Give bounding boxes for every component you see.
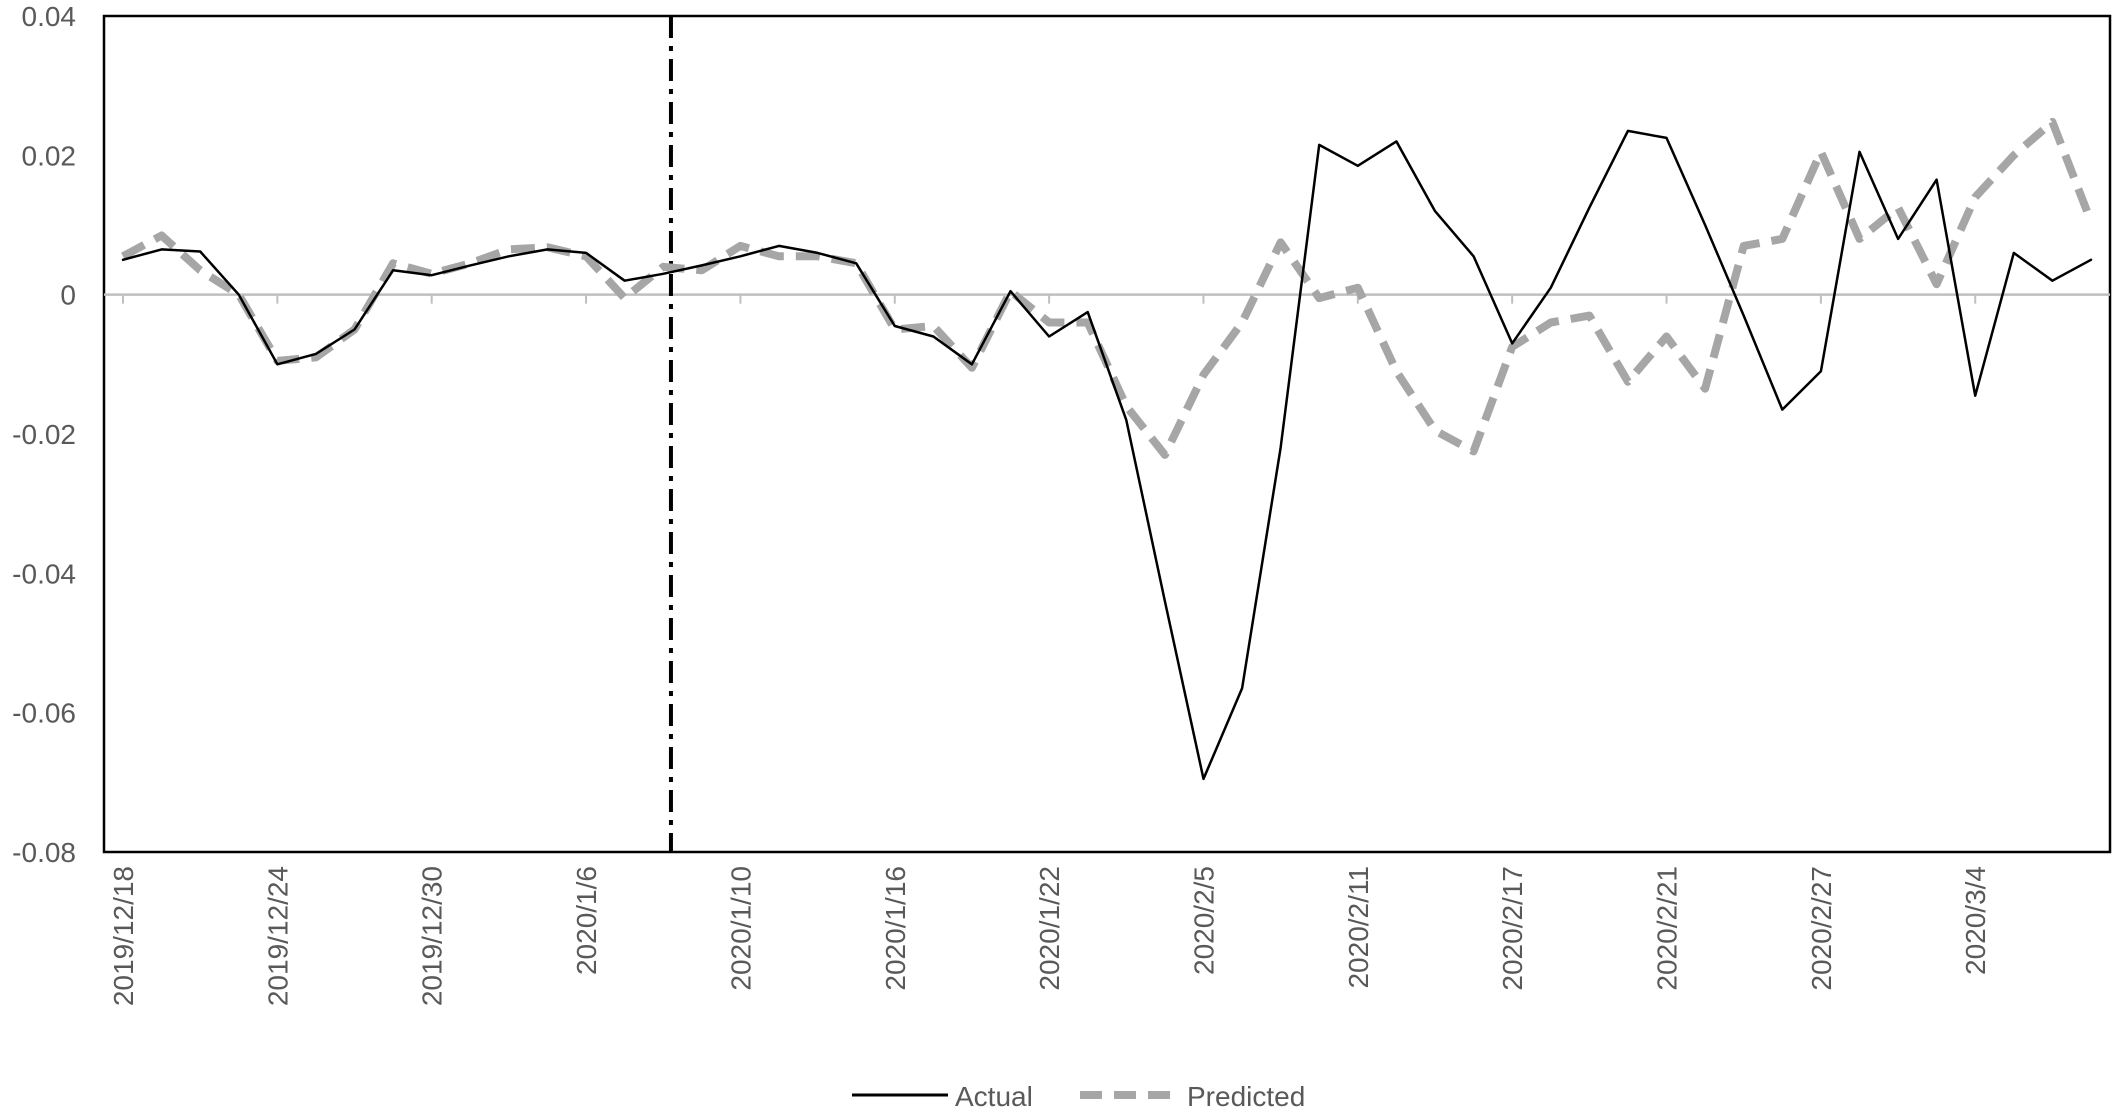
x-tick-label: 2020/2/5 xyxy=(1188,866,1219,975)
x-tick-label: 2020/2/11 xyxy=(1343,866,1374,989)
x-tick-label: 2020/2/21 xyxy=(1652,866,1683,991)
x-axis-tick-labels: 2019/12/18 2019/12/24 2019/12/30 2020/1/6 20… xyxy=(108,866,1991,1006)
chart-legend: Actual Predicted xyxy=(852,1081,1305,1112)
plot-area xyxy=(102,14,2112,854)
series-line-actual xyxy=(121,129,2093,781)
y-tick-label: 0.04 xyxy=(22,1,77,32)
legend-predicted-label: Predicted xyxy=(1187,1081,1305,1112)
x-tick-label: 2020/3/4 xyxy=(1960,866,1991,975)
x-tick-label: 2020/1/6 xyxy=(571,866,602,975)
series-line-predicted xyxy=(121,117,2095,459)
x-tick-label: 2020/2/27 xyxy=(1806,866,1837,991)
x-tick-label: 2019/12/30 xyxy=(417,866,448,1006)
legend-actual-label: Actual xyxy=(955,1081,1033,1112)
y-tick-label: 0.02 xyxy=(22,140,77,171)
y-tick-label: -0.04 xyxy=(12,558,76,589)
x-tick-label: 2020/1/10 xyxy=(725,866,756,991)
y-tick-label: 0 xyxy=(60,280,76,311)
x-tick-label: 2020/2/17 xyxy=(1497,866,1528,991)
x-tick-label: 2020/1/16 xyxy=(880,866,911,991)
x-tick-label: 2019/12/24 xyxy=(262,866,293,1006)
plot-border xyxy=(102,14,2112,854)
y-axis-tick-labels: 0.04 0.02 0 -0.02 -0.04 -0.06 -0.08 xyxy=(12,1,76,868)
x-tick-label: 2020/1/22 xyxy=(1034,866,1065,991)
x-tick-label: 2019/12/18 xyxy=(108,866,139,1006)
y-tick-label: -0.02 xyxy=(12,419,76,450)
y-tick-label: -0.08 xyxy=(12,837,76,868)
y-tick-label: -0.06 xyxy=(12,698,76,729)
